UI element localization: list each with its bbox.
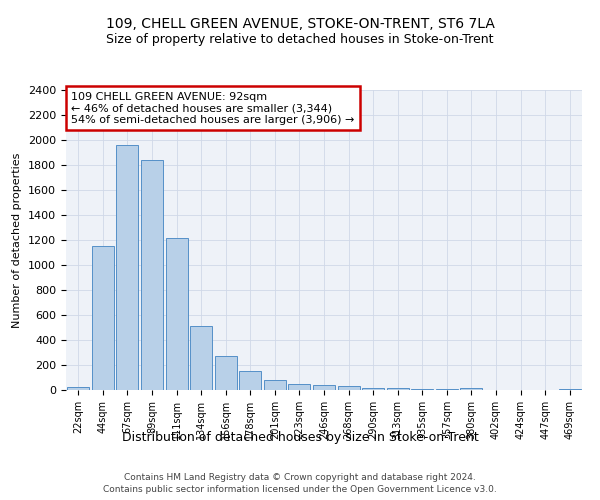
- Bar: [239, 371, 262, 390]
- Bar: [460, 388, 482, 390]
- Bar: [215, 356, 237, 390]
- Bar: [386, 388, 409, 390]
- Bar: [141, 160, 163, 390]
- Bar: [190, 326, 212, 390]
- Text: Contains public sector information licensed under the Open Government Licence v3: Contains public sector information licen…: [103, 485, 497, 494]
- Bar: [116, 145, 139, 390]
- Y-axis label: Number of detached properties: Number of detached properties: [13, 152, 22, 328]
- Bar: [313, 385, 335, 390]
- Text: 109, CHELL GREEN AVENUE, STOKE-ON-TRENT, ST6 7LA: 109, CHELL GREEN AVENUE, STOKE-ON-TRENT,…: [106, 18, 494, 32]
- Bar: [559, 388, 581, 390]
- Bar: [338, 386, 359, 390]
- Text: 109 CHELL GREEN AVENUE: 92sqm
← 46% of detached houses are smaller (3,344)
54% o: 109 CHELL GREEN AVENUE: 92sqm ← 46% of d…: [71, 92, 355, 124]
- Text: Size of property relative to detached houses in Stoke-on-Trent: Size of property relative to detached ho…: [106, 32, 494, 46]
- Text: Contains HM Land Registry data © Crown copyright and database right 2024.: Contains HM Land Registry data © Crown c…: [124, 472, 476, 482]
- Bar: [264, 380, 286, 390]
- Bar: [289, 384, 310, 390]
- Bar: [67, 387, 89, 390]
- Bar: [362, 388, 384, 390]
- Bar: [411, 389, 433, 390]
- Bar: [166, 238, 188, 390]
- Text: Distribution of detached houses by size in Stoke-on-Trent: Distribution of detached houses by size …: [122, 431, 478, 444]
- Bar: [92, 246, 114, 390]
